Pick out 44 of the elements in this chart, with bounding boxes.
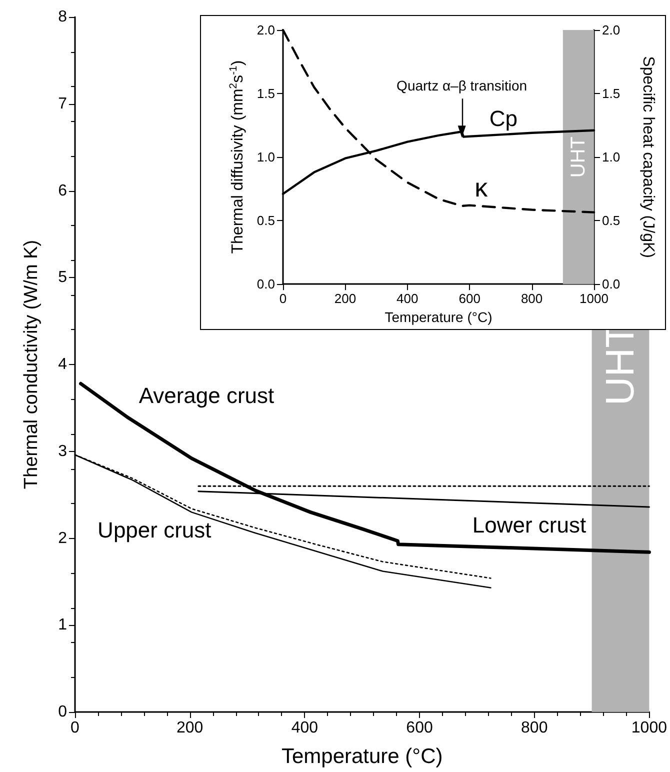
- y-tick-label: 2: [58, 530, 68, 547]
- x-tick-label: 400: [396, 291, 418, 306]
- legend-label: Upper crust: [98, 518, 212, 543]
- x-tick-label: 200: [176, 720, 204, 736]
- x-tick-label: 1000: [631, 720, 668, 736]
- x-tick-label: 0: [70, 720, 80, 736]
- y2-axis-title: Specific heat capacity (J/gK): [640, 56, 656, 258]
- y-tick-label: 4: [58, 356, 68, 373]
- x-tick-label: 400: [291, 720, 318, 736]
- y-tick-label: 1: [58, 616, 68, 634]
- series-label: Average crust: [138, 382, 274, 408]
- annotation: Quartz α–β transition: [396, 78, 528, 94]
- y-tick-label: 6: [58, 182, 68, 200]
- y-tick-label: 1.5: [256, 86, 275, 102]
- y-tick-label: 2.0: [256, 22, 275, 38]
- y-axis-title: Thermal conductivity (W/m K): [21, 240, 42, 490]
- x-axis-title: Temperature (°C): [281, 745, 443, 768]
- y2-tick-label: 2.0: [602, 22, 620, 38]
- band-label: UHT: [598, 323, 642, 406]
- y-axis-title: Thermal diffusivity (mm2s-1): [228, 60, 247, 254]
- y-tick-label: 5: [58, 269, 68, 286]
- x-tick-label: 600: [458, 291, 480, 306]
- x-tick-label: 800: [521, 720, 548, 736]
- x-tick-label: 200: [334, 291, 356, 306]
- x-tick-label: 1000: [580, 291, 608, 306]
- y-tick-label: 3: [58, 442, 68, 460]
- legend-label: Cp: [489, 106, 518, 132]
- y-tick-label: 1.0: [256, 150, 275, 165]
- band-label: UHT: [567, 136, 590, 178]
- series-label: Lower crust: [472, 512, 586, 538]
- y-tick-label: 8: [58, 8, 68, 26]
- y2-tick-label: 1.0: [602, 150, 620, 165]
- y-tick-label: 7: [58, 95, 68, 112]
- series-label: κ: [474, 172, 489, 202]
- y-tick-label: 0.0: [256, 276, 275, 292]
- y-tick-label: 0.5: [256, 213, 275, 228]
- y2-tick-label: 1.5: [602, 86, 620, 102]
- y-tick-label: 0: [58, 704, 68, 720]
- y2-tick-label: 0.0: [602, 276, 620, 292]
- y2-tick-label: 0.5: [602, 213, 620, 228]
- x-tick-label: 0: [279, 291, 287, 306]
- x-axis-title: Temperature (°C): [384, 309, 492, 325]
- x-tick-label: 800: [520, 291, 543, 306]
- x-tick-label: 600: [406, 720, 433, 736]
